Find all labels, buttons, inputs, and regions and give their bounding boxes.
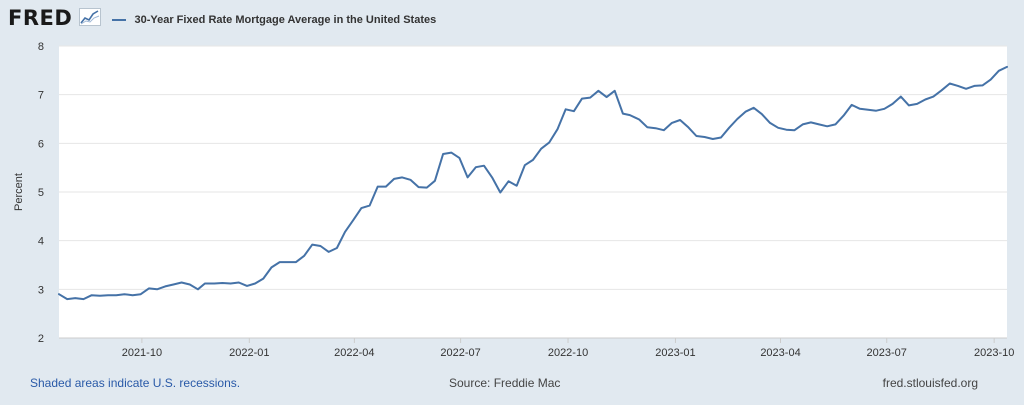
- y-axis-ticks: 2 3 4 5 6 7 8: [38, 41, 44, 345]
- x-tick-label: 2022-04: [334, 347, 374, 359]
- site-link[interactable]: fred.stlouisfed.org: [882, 376, 978, 390]
- y-tick-label: 6: [38, 138, 44, 150]
- y-tick-label: 2: [38, 333, 44, 345]
- y-tick-label: 7: [38, 90, 44, 102]
- x-tick-label: 2023-10: [974, 347, 1014, 359]
- x-tick-label: 2023-07: [867, 347, 907, 359]
- y-axis-label: Percent: [13, 173, 25, 211]
- line-chart: 2 3 4 5 6 7 8 2021-10 2022-01 2022-04 2022-07 2022…: [13, 41, 1014, 359]
- chart-legend: 30-Year Fixed Rate Mortgage Average in t…: [112, 11, 436, 27]
- y-tick-label: 8: [38, 41, 44, 53]
- x-tick-label: 2021-10: [122, 347, 162, 359]
- legend-series-label: 30-Year Fixed Rate Mortgage Average in t…: [134, 13, 437, 26]
- chart-footer: Shaded areas indicate U.S. recessions. S…: [0, 372, 1024, 394]
- chart-line-icon: [78, 8, 101, 31]
- x-tick-label: 2022-10: [548, 347, 588, 359]
- y-tick-label: 4: [38, 236, 44, 248]
- y-tick-label: 3: [38, 284, 44, 296]
- x-tick-label: 2022-01: [229, 347, 269, 359]
- source-note: Source: Freddie Mac: [449, 376, 561, 390]
- fred-logo[interactable]: FRED: [8, 6, 101, 30]
- recession-note-link[interactable]: Shaded areas indicate U.S. recessions.: [30, 376, 241, 390]
- series-group: [58, 65, 1008, 301]
- x-tick-label: 2023-01: [655, 347, 695, 359]
- series-line[interactable]: [58, 65, 1008, 301]
- x-tick-label: 2022-07: [440, 347, 480, 359]
- x-axis-ticks: 2021-10 2022-01 2022-04 2022-07 2022-10 2023-…: [59, 337, 1014, 359]
- x-tick-label: 2023-04: [760, 347, 800, 359]
- legend-swatch: [112, 18, 126, 21]
- y-tick-label: 5: [38, 187, 44, 199]
- chart-header: FRED 30-Year Fixed Rate Mortgage Average…: [0, 0, 1024, 36]
- fred-logo-text: FRED: [8, 6, 73, 30]
